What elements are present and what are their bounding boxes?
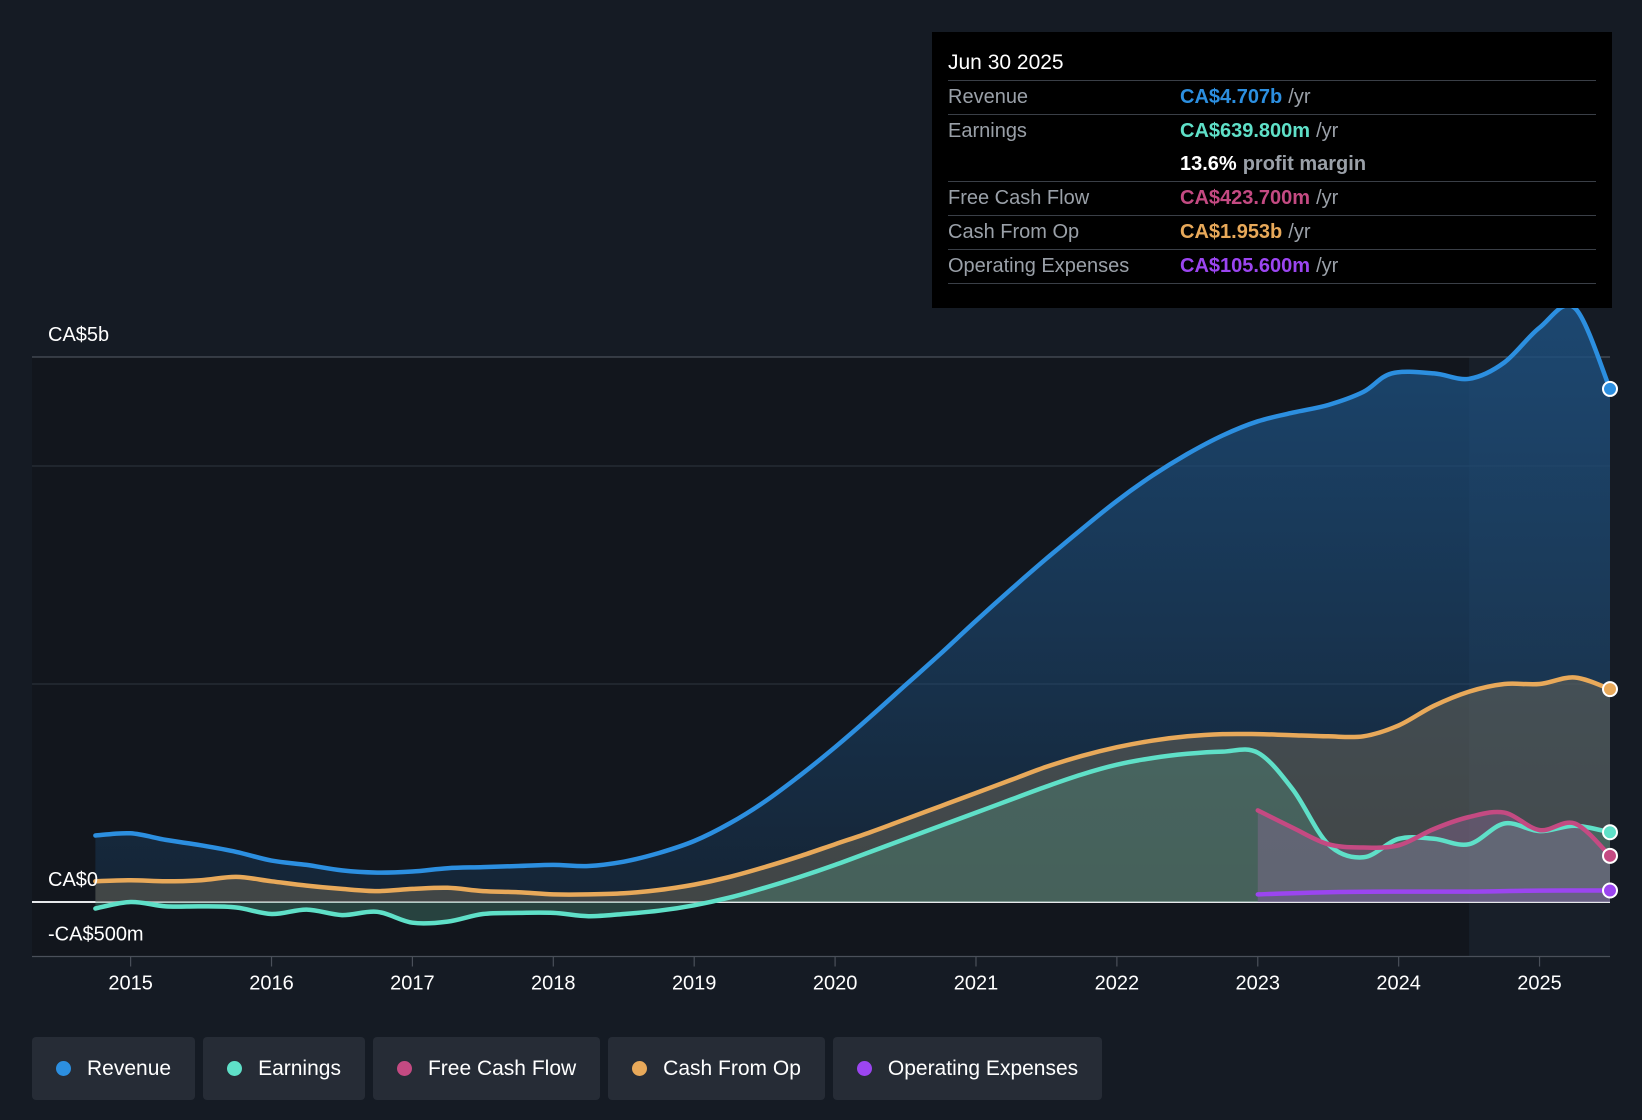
free-cash-flow-area (1257, 810, 1610, 902)
x-tick-label: 2015 (108, 973, 153, 995)
legend-item-earnings[interactable]: Earnings (203, 1037, 365, 1100)
tooltip-opex-value: CA$105.600m (1180, 255, 1311, 277)
tooltip-earnings-value: CA$639.800m (1180, 120, 1311, 142)
tooltip-earnings-row: Earnings CA$639.800m /yr (948, 115, 1596, 148)
earnings-line (93, 747, 1613, 926)
tooltip-margin-row: 13.6% profit margin (948, 148, 1596, 182)
cash-from-op-line (93, 675, 1613, 897)
y-axis-label: -CA$500m (48, 924, 144, 946)
x-tick-label: 2022 (1095, 973, 1140, 995)
tooltip-opex-unit: /yr (1316, 255, 1339, 277)
earnings-dot-icon (227, 1061, 243, 1076)
earnings-end-point[interactable] (1602, 824, 1618, 841)
legend-item-revenue[interactable]: Revenue (32, 1037, 196, 1100)
legend-item-cash-from-op[interactable]: Cash From Op (608, 1037, 825, 1100)
tooltip-earnings-label: Earnings (948, 120, 1027, 142)
tooltip-cfo-value: CA$1.953b (1180, 221, 1283, 243)
tooltip-opex-row: Operating Expenses CA$105.600m /yr (948, 250, 1596, 284)
x-tick-label: 2024 (1376, 973, 1421, 995)
tooltip-earnings-unit: /yr (1316, 120, 1339, 142)
cash-from-op-end-point[interactable] (1602, 681, 1618, 698)
tooltip-date: Jun 30 2025 (948, 46, 1596, 81)
x-tick-label: 2020 (813, 973, 858, 995)
legend-label-cash-from-op: Cash From Op (663, 1056, 801, 1080)
tooltip-fcf-row: Free Cash Flow CA$423.700m /yr (948, 182, 1596, 216)
tooltip-cfo-label: Cash From Op (948, 221, 1080, 243)
legend-label-free-cash-flow: Free Cash Flow (427, 1056, 577, 1080)
x-tick-label: 2023 (1236, 973, 1281, 995)
free-cash-flow-dot-icon (396, 1061, 412, 1076)
tooltip-revenue-row: Revenue CA$4.707b /yr (948, 81, 1596, 115)
tooltip-cfo-unit: /yr (1288, 221, 1311, 243)
earnings-area (95, 749, 1610, 924)
free-cash-flow-end-point[interactable] (1602, 847, 1618, 864)
legend-item-free-cash-flow[interactable]: Free Cash Flow (372, 1037, 601, 1100)
x-tick-label: 2021 (954, 973, 999, 995)
cash-from-op-area (95, 677, 1610, 902)
x-tick-label: 2025 (1517, 973, 1562, 995)
revenue-line (93, 303, 1613, 875)
cash-from-op-dot-icon (632, 1061, 648, 1076)
y-axis-label: CA$0 (48, 869, 98, 891)
x-tick-label: 2017 (390, 973, 435, 995)
y-axis-label: CA$5b (48, 324, 109, 346)
x-tick-label: 2018 (531, 973, 576, 995)
tooltip-margin-text: profit margin (1242, 153, 1367, 175)
tooltip-fcf-label: Free Cash Flow (948, 187, 1090, 209)
legend-label-revenue: Revenue (87, 1056, 172, 1080)
legend-item-operating-expenses[interactable]: Operating Expenses (832, 1037, 1103, 1100)
x-tick-label: 2019 (672, 973, 717, 995)
operating-expenses-line (1255, 888, 1613, 897)
tooltip-revenue-label: Revenue (948, 86, 1029, 108)
legend-label-operating-expenses: Operating Expenses (887, 1056, 1079, 1080)
free-cash-flow-line (1255, 808, 1613, 859)
tooltip-fcf-unit: /yr (1316, 187, 1339, 209)
revenue-end-point[interactable] (1602, 380, 1618, 397)
legend: Revenue Earnings Free Cash Flow Cash Fro… (32, 1037, 1103, 1100)
x-tick-label: 2016 (249, 973, 294, 995)
revenue-dot-icon (56, 1061, 71, 1076)
tooltip-cfo-row: Cash From Op CA$1.953b /yr (948, 216, 1596, 250)
operating-expenses-dot-icon (856, 1061, 872, 1076)
tooltip-panel: Jun 30 2025 Revenue CA$4.707b /yr Earnin… (932, 32, 1612, 308)
tooltip-opex-label: Operating Expenses (948, 255, 1130, 277)
tooltip-revenue-value: CA$4.707b (1180, 86, 1283, 108)
tooltip-revenue-unit: /yr (1288, 86, 1311, 108)
legend-label-earnings: Earnings (258, 1056, 341, 1080)
tooltip-fcf-value: CA$423.700m (1180, 187, 1311, 209)
operating-expenses-end-point[interactable] (1602, 882, 1618, 899)
tooltip-margin-value: 13.6% (1180, 153, 1237, 175)
